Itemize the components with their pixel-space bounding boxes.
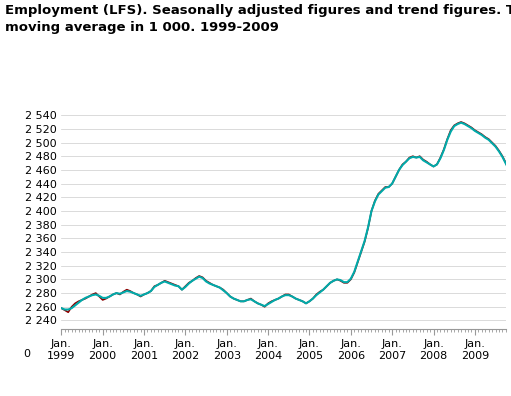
Text: 0: 0 bbox=[24, 348, 31, 359]
Text: Employment (LFS). Seasonally adjusted figures and trend figures. Three-month
mov: Employment (LFS). Seasonally adjusted fi… bbox=[5, 4, 511, 34]
